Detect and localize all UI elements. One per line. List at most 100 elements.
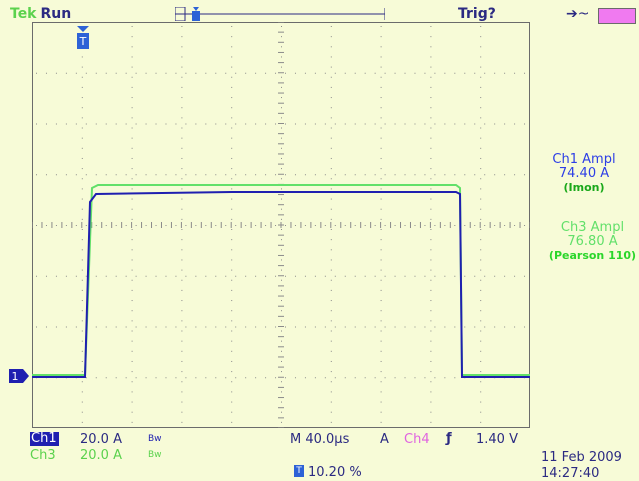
grid-dot	[36, 72, 37, 74]
grid-dot	[334, 326, 336, 328]
grid-dot	[430, 279, 432, 281]
grid-dot	[480, 36, 482, 38]
grid-dot	[404, 326, 406, 328]
grid-dot	[105, 225, 107, 226]
grid-dot	[434, 326, 436, 328]
record-position-bar[interactable]	[175, 7, 385, 21]
grid-dot	[231, 360, 233, 362]
grid-dot	[434, 225, 436, 226]
grid-dot	[81, 157, 83, 159]
grid-dot	[81, 411, 83, 413]
grid-dot	[524, 326, 526, 328]
grid-dot	[430, 56, 432, 58]
grid-dot	[330, 86, 332, 88]
ch3-label[interactable]: Ch3	[30, 448, 56, 463]
grid-dot	[131, 320, 133, 322]
grid-dot	[444, 326, 446, 328]
grid-dot	[354, 377, 356, 379]
grid-dot	[480, 411, 482, 413]
grid-dot	[430, 239, 432, 241]
ch3-meas-title: Ch3 Ampl	[560, 220, 625, 235]
grid-dot	[265, 123, 267, 125]
trigger-level: 1.40 V	[476, 432, 518, 447]
grid-dot	[480, 147, 482, 149]
grid-dot	[514, 123, 516, 125]
grid-dot	[145, 72, 147, 74]
grid-dot	[235, 326, 237, 328]
trigger-t-icon[interactable]: T	[77, 26, 89, 50]
grid-dot	[314, 377, 316, 379]
ground-marker-icon[interactable]: 1	[7, 368, 31, 384]
ch1-label[interactable]: Ch1	[30, 432, 59, 446]
grid-dot	[454, 123, 456, 125]
grid-dot	[434, 377, 436, 379]
grid-dot	[430, 381, 432, 383]
grid-dot	[354, 225, 356, 226]
grid-dot	[65, 275, 67, 277]
grid-dot	[125, 326, 127, 328]
grid-dot	[294, 377, 296, 379]
grid-dot	[380, 289, 382, 291]
grid-dot	[81, 147, 83, 149]
grid-dot	[231, 137, 233, 139]
grid-dot	[281, 391, 282, 393]
grid-dot	[480, 218, 482, 220]
grid-dot	[480, 86, 482, 88]
grid-dot	[434, 72, 436, 74]
grid-dot	[181, 350, 183, 352]
grid-dot	[181, 289, 183, 291]
grid-dot	[444, 377, 446, 379]
grid-dot	[195, 377, 197, 379]
grid-dot	[430, 330, 432, 332]
grid-dot	[205, 72, 207, 74]
grid-dot	[95, 174, 97, 176]
grid-dot	[131, 147, 133, 149]
ch3-meas-value: 76.80 A	[567, 234, 618, 249]
grid-dot	[330, 66, 332, 68]
grid-dot	[380, 350, 382, 352]
grid-dot	[380, 381, 382, 383]
grid-dot	[181, 76, 183, 78]
grid-dot	[245, 275, 247, 277]
grid-dot	[205, 326, 207, 328]
grid-dot	[95, 326, 97, 328]
grid-dot	[225, 225, 227, 226]
grid-dot	[225, 174, 227, 176]
grid-dot	[384, 123, 386, 125]
grid-dot	[81, 391, 83, 393]
grid-dot	[380, 188, 382, 190]
grid-dot	[181, 259, 183, 261]
grid-dot	[380, 340, 382, 342]
grid-dot	[285, 174, 286, 176]
grid-dot	[334, 275, 336, 277]
grid-dot	[484, 326, 486, 328]
grid-dot	[81, 300, 83, 302]
grid-dot	[494, 123, 496, 125]
grid-dot	[281, 117, 282, 119]
grid-dot	[404, 123, 406, 125]
grid-dot	[231, 66, 233, 68]
grid-dot	[374, 377, 376, 379]
grid-dot	[384, 326, 386, 328]
ch3-bandwidth-icon: Bw	[148, 450, 162, 460]
grid-dot	[430, 147, 432, 149]
grid-dot	[281, 56, 282, 58]
grid-dot	[330, 401, 332, 403]
grid-dot	[125, 225, 127, 226]
grid-dot	[181, 66, 183, 68]
grid-dot	[480, 350, 482, 352]
grid-dot	[81, 208, 83, 210]
grid-dot	[304, 174, 306, 176]
grid-dot	[231, 350, 233, 352]
grid-dot	[265, 377, 267, 379]
grid-dot	[181, 279, 183, 281]
grid-dot	[255, 123, 257, 125]
grid-dot	[155, 275, 157, 277]
grid-dot	[231, 107, 233, 109]
grid-dot	[430, 350, 432, 352]
grid-dot	[115, 225, 117, 226]
grid-dot	[480, 279, 482, 281]
grid-dot	[354, 123, 356, 125]
grid-dot	[275, 275, 277, 277]
grid-dot	[281, 97, 282, 99]
